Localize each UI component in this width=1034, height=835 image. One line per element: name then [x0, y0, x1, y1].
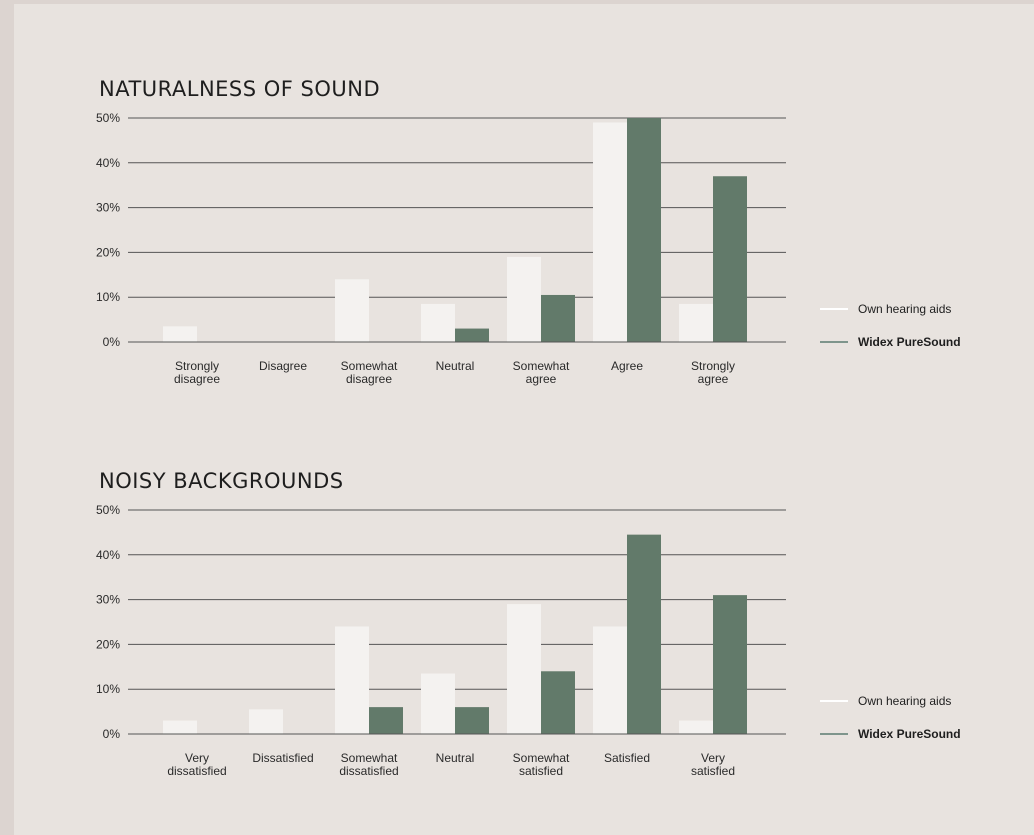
bar-widex-puresound — [627, 534, 661, 734]
category-label: Somewhat disagree — [341, 359, 398, 386]
bar-widex-puresound — [713, 176, 747, 342]
category-label: Neutral — [436, 751, 475, 765]
bar-own-hearing-aids — [249, 709, 283, 734]
y-tick-label: 10% — [96, 290, 120, 304]
y-tick-label: 10% — [96, 682, 120, 696]
bar-own-hearing-aids — [507, 256, 541, 342]
category-label: Strongly disagree — [174, 359, 220, 386]
charts-canvas: NATURALNESS OF SOUND 0% 10% 20% 30% 40% 50% Str… — [96, 77, 961, 778]
y-tick-label: 50% — [96, 111, 120, 125]
y-tick-label: 0% — [103, 335, 121, 349]
chart-title: NATURALNESS OF SOUND — [99, 77, 380, 101]
y-tick-label: 30% — [96, 201, 120, 215]
y-tick-label: 40% — [96, 156, 120, 170]
y-tick-label: 20% — [96, 245, 120, 259]
y-tick-label: 40% — [96, 548, 120, 562]
y-tick-label: 0% — [103, 727, 121, 741]
bar-own-hearing-aids — [421, 673, 455, 734]
category-label: Neutral — [436, 359, 475, 373]
y-tick-label: 50% — [96, 503, 120, 517]
bar-own-hearing-aids — [335, 626, 369, 734]
bar-widex-puresound — [541, 671, 575, 734]
bar-widex-puresound — [369, 707, 403, 734]
category-label: Somewhat agree — [513, 359, 570, 386]
legend-label: Widex PureSound — [858, 727, 961, 741]
legend-label: Own hearing aids — [858, 694, 951, 708]
bar-own-hearing-aids — [335, 279, 369, 342]
legend-label: Own hearing aids — [858, 302, 951, 316]
bar-own-hearing-aids — [507, 604, 541, 734]
y-tick-label: 20% — [96, 637, 120, 651]
bar-widex-puresound — [627, 118, 661, 342]
chart-title: NOISY BACKGROUNDS — [99, 469, 344, 493]
bar-widex-puresound — [713, 595, 747, 734]
category-label: Strongly agree — [691, 359, 735, 386]
category-label: Disagree — [259, 359, 307, 373]
bar-own-hearing-aids — [593, 122, 627, 342]
category-label: Agree — [611, 359, 643, 373]
bar-own-hearing-aids — [163, 720, 197, 734]
y-tick-label: 30% — [96, 593, 120, 607]
bar-own-hearing-aids — [421, 303, 455, 342]
bar-widex-puresound — [541, 294, 575, 342]
legend-label: Widex PureSound — [858, 335, 961, 349]
bar-widex-puresound — [455, 328, 489, 342]
bar-widex-puresound — [455, 707, 489, 734]
category-label: Very dissatisfied — [167, 751, 226, 778]
bar-own-hearing-aids — [679, 303, 713, 342]
bar-own-hearing-aids — [679, 720, 713, 734]
category-label: Very satisfied — [691, 751, 735, 778]
category-label: Dissatisfied — [252, 751, 313, 765]
bar-own-hearing-aids — [163, 326, 197, 342]
category-label: Somewhat dissatisfied — [339, 751, 398, 778]
category-label: Somewhat satisfied — [513, 751, 570, 778]
bar-own-hearing-aids — [593, 626, 627, 734]
category-label: Satisfied — [604, 751, 650, 765]
chart-panel: NATURALNESS OF SOUND 0% 10% 20% 30% 40% 50% Str… — [14, 4, 1034, 835]
